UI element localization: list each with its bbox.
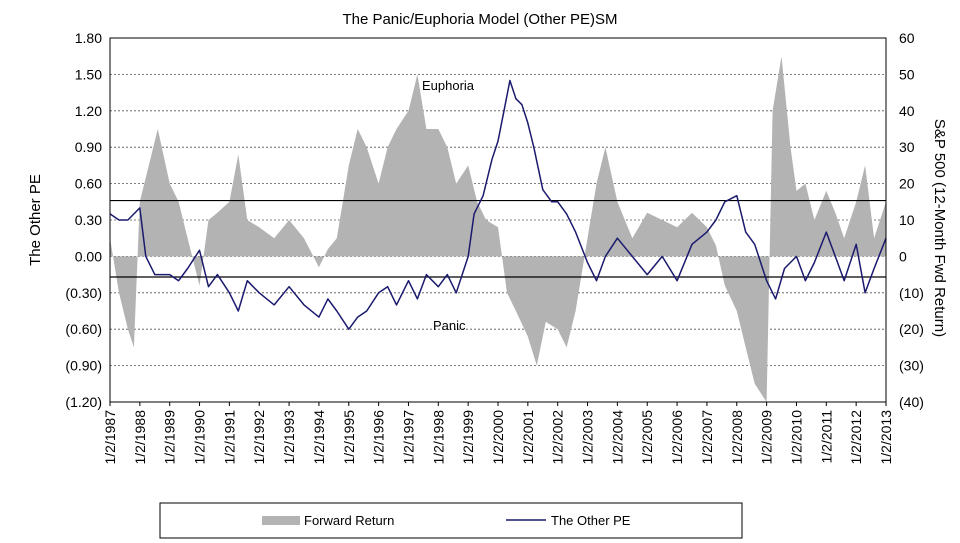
- chart-title: The Panic/Euphoria Model (Other PE)SM: [342, 11, 617, 28]
- x-tick-label: 1/2/1987: [102, 410, 118, 465]
- threshold-lines: [110, 199, 886, 278]
- x-tick-label: 1/2/2001: [520, 410, 536, 465]
- x-tick-label: 1/2/1992: [251, 410, 267, 465]
- left-y-tick-label: (0.30): [65, 285, 102, 301]
- right-y-tick-label: (10): [899, 285, 924, 301]
- right-y-tick-label: 40: [899, 103, 915, 119]
- right-y-tick-label: 60: [899, 30, 915, 46]
- left-y-tick-label: 1.20: [75, 103, 102, 119]
- right-y-tick-label: (30): [899, 358, 924, 374]
- x-tick-label: 1/2/1991: [221, 410, 237, 465]
- legend-label-other-pe: The Other PE: [551, 513, 631, 528]
- right-axis-label: S&P 500 (12-Month Fwd Return): [931, 119, 948, 337]
- right-y-tick-label: (20): [899, 321, 924, 337]
- x-tick-label: 1/2/2003: [580, 410, 596, 465]
- other-pe-series: [109, 79, 887, 330]
- x-tick-label: 1/2/2013: [878, 410, 894, 465]
- x-tick-label: 1/2/2004: [609, 410, 625, 465]
- left-y-tick-label: 0.60: [75, 176, 102, 192]
- left-y-ticks: 1.80 1.50 1.20 0.90 0.60 0.30 0.00 (0.30) (0.60)…: [65, 30, 102, 410]
- legend-swatch-forward-return: [262, 516, 300, 525]
- right-y-ticks: 60 50 40 30 20 10 0 (10) (20) (30) (40): [899, 30, 924, 410]
- left-y-tick-label: 0.90: [75, 139, 102, 155]
- x-tick-label: 1/2/1997: [400, 410, 416, 465]
- right-y-tick-label: 50: [899, 66, 915, 82]
- x-tick-label: 1/2/1990: [192, 410, 208, 465]
- x-tick-label: 1/2/1996: [371, 410, 387, 465]
- x-tick-label: 1/2/2011: [818, 410, 834, 464]
- right-y-tick-label: 20: [899, 176, 915, 192]
- annotation-panic: Panic: [433, 318, 466, 333]
- legend-label-forward-return: Forward Return: [304, 513, 394, 528]
- legend-box: [159, 502, 743, 539]
- right-y-tick-label: 10: [899, 212, 915, 228]
- x-tick-label: 1/2/1994: [311, 410, 327, 465]
- left-y-tick-label: 1.50: [75, 66, 102, 82]
- x-tick-label: 1/2/2010: [788, 410, 804, 465]
- right-y-tick-label: (40): [899, 394, 924, 410]
- left-axis-label: The Other PE: [27, 174, 44, 266]
- left-y-tick-label: 0.00: [75, 248, 102, 264]
- x-tick-label: 1/2/2002: [550, 410, 566, 465]
- x-tick-label: 1/2/2005: [639, 410, 655, 465]
- x-tick-label: 1/2/2007: [699, 410, 715, 465]
- x-tick-label: 1/2/1993: [281, 410, 297, 465]
- x-tick-label: 1/2/1999: [460, 410, 476, 465]
- x-tick-label: 1/2/2012: [848, 410, 864, 465]
- other-pe-line: [109, 79, 887, 330]
- left-y-tick-label: 0.30: [75, 212, 102, 228]
- x-tick-label: 1/2/2006: [669, 410, 685, 465]
- x-tick-label: 1/2/1998: [430, 410, 446, 465]
- left-y-tick-label: (0.60): [65, 321, 102, 337]
- forward-return-series: [110, 56, 886, 402]
- legend: Forward Return The Other PE: [159, 502, 743, 539]
- x-tick-label: 1/2/1995: [341, 410, 357, 465]
- x-ticks: 1/2/1987 1/2/1988 1/2/1989 1/2/1990 1/2/1991…: [102, 402, 894, 465]
- right-y-tick-label: 30: [899, 139, 915, 155]
- x-tick-label: 1/2/2008: [729, 410, 745, 465]
- right-y-tick-label: 0: [899, 248, 907, 264]
- x-tick-label: 1/2/2009: [759, 410, 775, 465]
- left-y-tick-label: (0.90): [65, 358, 102, 374]
- left-y-tick-label: (1.20): [65, 394, 102, 410]
- x-tick-label: 1/2/2000: [490, 410, 506, 465]
- x-tick-label: 1/2/1989: [162, 410, 178, 465]
- forward-return-area: [110, 56, 886, 402]
- annotation-euphoria: Euphoria: [422, 78, 475, 93]
- left-y-tick-label: 1.80: [75, 30, 102, 46]
- x-tick-label: 1/2/1988: [132, 410, 148, 465]
